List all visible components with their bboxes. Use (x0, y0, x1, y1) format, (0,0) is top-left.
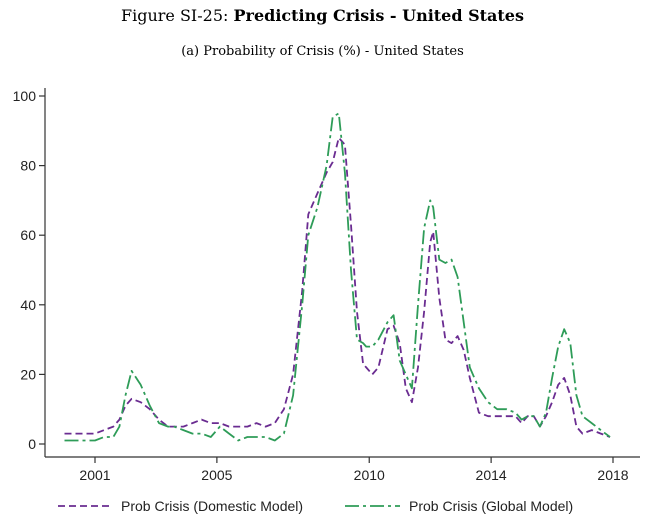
x-tick-label: 2014 (476, 467, 507, 483)
legend-label: Prob Crisis (Global Model) (409, 498, 573, 514)
figure-title: Figure SI-25: Predicting Crisis - United… (0, 6, 645, 25)
y-tick-label: 0 (28, 436, 36, 452)
legend: Prob Crisis (Domestic Model) Prob Crisis … (58, 498, 573, 514)
chart-title: (a) Probability of Crisis (%) - United S… (181, 44, 464, 59)
y-tick-label: 60 (20, 227, 36, 243)
series-line-domestic (64, 136, 611, 438)
series-line-global (64, 112, 611, 442)
figure-title-prefix: Figure SI-25: (120, 6, 229, 25)
x-tick-label: 2001 (79, 467, 110, 483)
y-tick-label: 40 (20, 297, 36, 313)
y-tick-label: 100 (13, 88, 37, 104)
x-tick-label: 2010 (354, 467, 385, 483)
x-axis-ticks: 2001 2005 2010 2014 2018 (79, 457, 629, 483)
y-tick-label: 20 (20, 366, 36, 382)
figure-title-bold: Predicting Crisis - United States (233, 6, 524, 25)
y-tick-label: 80 (20, 158, 36, 174)
x-tick-label: 2005 (201, 467, 232, 483)
legend-label: Prob Crisis (Domestic Model) (121, 498, 303, 514)
series-layer (64, 112, 611, 442)
y-axis-ticks: 0 20 40 60 80 100 (13, 88, 45, 452)
x-tick-label: 2018 (597, 467, 628, 483)
